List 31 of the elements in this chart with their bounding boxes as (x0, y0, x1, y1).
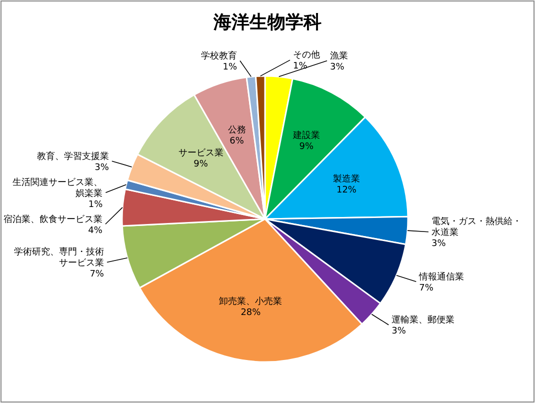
slice-label: 学術研究、専門・技術サービス業 (14, 246, 104, 268)
slice-label: 漁業 (330, 50, 348, 62)
slice-label: 公務 (228, 124, 246, 136)
data-label: 7% (419, 283, 434, 294)
slice-label: 電気・ガス・熱供給・水道業 (431, 216, 522, 238)
slice-label: 卸売業、小売業 (219, 296, 282, 308)
data-label: 7% (90, 269, 104, 280)
data-label: 1% (293, 62, 308, 72)
slice-label: サービス業 (178, 148, 224, 158)
data-label: 1% (88, 200, 104, 210)
data-label: 12% (336, 186, 357, 196)
slice-label: 情報通信業 (418, 271, 464, 282)
data-label: 6% (230, 136, 244, 147)
slice-label: 運輸業、郵便業 (392, 314, 455, 326)
data-label: 28% (240, 308, 262, 318)
data-label: 1% (222, 62, 238, 72)
slice-label: 生活関連サービス業、娯楽業 (12, 176, 103, 199)
data-label: 3% (330, 62, 345, 72)
slice-label: 教育、学習支援業 (36, 150, 109, 162)
data-label: 3% (94, 162, 110, 173)
slice-label: その他 (293, 50, 320, 61)
slice-label: 製造業 (332, 174, 360, 185)
data-label: 4% (88, 226, 103, 236)
data-label: 9% (194, 160, 208, 170)
data-label: 3% (431, 239, 446, 250)
data-label: 3% (392, 326, 406, 337)
slice-label: 建設業 (292, 130, 320, 142)
chart-title: 海洋生物学科 (212, 12, 322, 33)
slice-label: 宿泊業、飲食サービス業 (3, 214, 102, 225)
data-label: 9% (299, 142, 314, 152)
slice-label: 学校教育 (201, 50, 237, 62)
